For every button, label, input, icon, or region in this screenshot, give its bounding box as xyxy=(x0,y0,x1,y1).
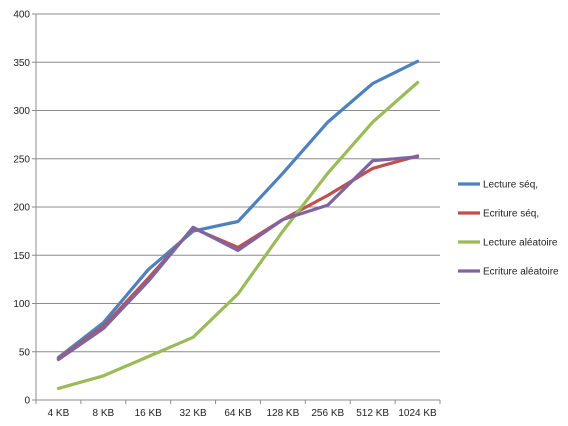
y-tick-label: 300 xyxy=(13,106,30,117)
y-tick-label: 100 xyxy=(13,299,30,310)
x-tick-label: 512 KB xyxy=(356,408,389,419)
x-tick-label: 64 KB xyxy=(224,408,252,419)
y-tick-label: 400 xyxy=(13,10,30,21)
gridlines xyxy=(36,13,440,353)
legend-label: Lecture aléatoire xyxy=(483,238,558,249)
y-tick-label: 50 xyxy=(19,347,31,358)
y-tick-label: 250 xyxy=(13,154,30,165)
x-tick-label: 4 KB xyxy=(48,408,70,419)
series-line-4 xyxy=(56,155,420,362)
x-tick-label: 128 KB xyxy=(266,408,299,419)
legend-label: Ecriture aléatoire xyxy=(483,267,559,278)
legend-label: Ecriture séq, xyxy=(483,209,539,220)
x-tick-label: 1024 KB xyxy=(398,408,437,419)
x-tick-label: 256 KB xyxy=(311,408,344,419)
axes: 0 50 100 150 200 250 300 350 400 4 KB 8 KB 16 KB 32 … xyxy=(13,10,441,419)
series-line-2 xyxy=(56,154,420,361)
y-tick-label: 200 xyxy=(13,203,30,214)
legend: Lecture séq, Ecriture séq, Lecture aléatoi… xyxy=(458,180,559,278)
series-line-3 xyxy=(56,80,420,390)
series-line-1 xyxy=(56,59,420,360)
y-tick-label: 150 xyxy=(13,251,30,262)
x-tick-label: 16 KB xyxy=(135,408,163,419)
y-tick-label: 0 xyxy=(24,396,30,407)
x-tick-label: 32 KB xyxy=(179,408,207,419)
series-lines xyxy=(56,59,420,390)
x-tick-label: 8 KB xyxy=(92,408,114,419)
legend-label: Lecture séq, xyxy=(483,180,538,191)
y-tick-label: 350 xyxy=(13,58,30,69)
